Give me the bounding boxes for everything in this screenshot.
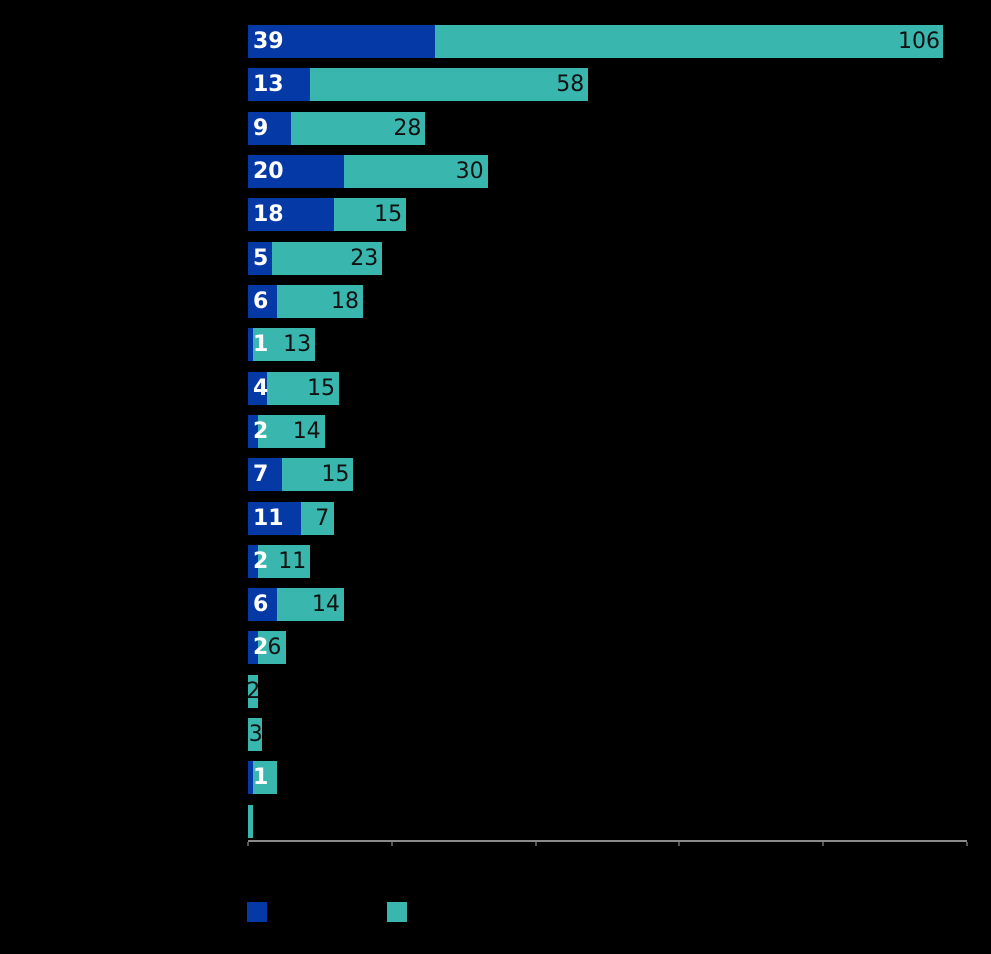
bar-value-label-teal: 18 xyxy=(331,288,360,314)
bar-value-label-teal: 2 xyxy=(246,678,261,704)
bar-segment-blue xyxy=(248,631,258,665)
bar-value-label-teal: 15 xyxy=(321,462,350,488)
bar-segment-blue xyxy=(248,68,311,102)
bar-segment-blue xyxy=(248,414,258,448)
bar-segment-teal xyxy=(252,328,316,362)
bar-value-label-blue: 18 xyxy=(253,202,284,228)
x-axis-tick xyxy=(390,842,393,846)
bar-value-label-blue: 4 xyxy=(253,375,269,401)
bar-value-label-blue: 1 xyxy=(253,332,269,358)
x-axis-tick xyxy=(965,842,968,846)
bar-value-label-teal: 15 xyxy=(307,375,336,401)
bar-value-label-teal: 58 xyxy=(556,72,585,98)
bar-segment-teal xyxy=(257,544,311,578)
bar-value-label-blue: 13 xyxy=(253,72,284,98)
bar-segment-blue xyxy=(248,111,292,145)
bar-value-label-blue: 5 xyxy=(253,245,269,271)
bar-segment-teal xyxy=(334,198,407,232)
bar-value-label-teal: 15 xyxy=(374,202,403,228)
bar-segment-blue xyxy=(248,761,253,795)
bar-value-label-teal: 6 xyxy=(267,635,282,661)
bar-segment-teal xyxy=(291,111,426,145)
bar-value-label-blue: 7 xyxy=(253,462,269,488)
bar-segment-teal xyxy=(248,718,263,752)
bar-segment-blue xyxy=(248,198,335,232)
bar-segment-teal xyxy=(271,241,383,275)
bar-value-label-teal: 14 xyxy=(292,418,321,444)
bar-value-label-teal: 106 xyxy=(897,29,940,54)
bar-segment-teal xyxy=(252,761,277,795)
bar-segment-teal xyxy=(257,414,325,448)
bar-segment-blue xyxy=(248,544,258,578)
bar-value-label-blue: 20 xyxy=(253,158,284,184)
bar-value-label-teal: 23 xyxy=(350,245,379,271)
bar-value-label-blue: 6 xyxy=(253,288,269,314)
bar-segment-teal xyxy=(276,588,344,622)
bar-segment-teal xyxy=(248,804,253,838)
bar-segment-blue xyxy=(248,328,253,362)
bar-segment-blue xyxy=(248,458,282,492)
bar-segment-teal xyxy=(434,25,943,58)
bar-segment-blue xyxy=(248,501,301,535)
bar-value-label-blue: 2 xyxy=(253,635,269,661)
bar-segment-teal xyxy=(267,371,340,405)
bar-value-label-blue: 2 xyxy=(253,548,269,574)
legend-swatch-teal xyxy=(387,902,407,922)
bar-value-label-blue: 11 xyxy=(253,505,284,531)
bar-value-label-teal: 3 xyxy=(248,722,263,748)
bar-value-label-teal: 13 xyxy=(283,332,312,358)
bar-value-label-blue: 2 xyxy=(253,418,269,444)
bar-segment-blue xyxy=(248,154,344,188)
bar-segment-teal xyxy=(300,501,335,535)
bar-segment-blue xyxy=(248,25,435,58)
bar-segment-blue xyxy=(248,371,268,405)
bar-value-label-blue: 1 xyxy=(253,765,269,791)
bar-segment-blue xyxy=(248,284,277,318)
x-axis-tick xyxy=(678,842,681,846)
x-axis-tick xyxy=(247,842,249,846)
bar-segment-blue xyxy=(248,588,277,622)
bar-value-label-blue: 39 xyxy=(253,29,284,54)
bar-value-label-teal: 14 xyxy=(311,592,340,618)
bar-value-label-teal: 11 xyxy=(278,548,307,574)
x-axis-tick xyxy=(822,842,825,846)
legend-swatch-blue xyxy=(247,902,267,922)
bar-segment-teal xyxy=(248,674,258,708)
bar-segment-blue xyxy=(248,241,272,275)
bar-value-label-teal: 28 xyxy=(393,115,422,141)
bar-segment-teal xyxy=(281,458,354,492)
bar-value-label-blue: 9 xyxy=(253,115,269,141)
bar-value-label-blue: 6 xyxy=(253,592,269,618)
x-axis-line xyxy=(248,840,967,842)
bar-segment-teal xyxy=(257,631,287,665)
bar-segment-teal xyxy=(343,154,488,188)
bar-segment-teal xyxy=(310,68,589,102)
x-axis-tick xyxy=(534,842,537,846)
bar-value-label-teal: 30 xyxy=(455,158,484,184)
bar-value-label-teal: 7 xyxy=(315,505,330,531)
bar-segment-teal xyxy=(276,284,364,318)
